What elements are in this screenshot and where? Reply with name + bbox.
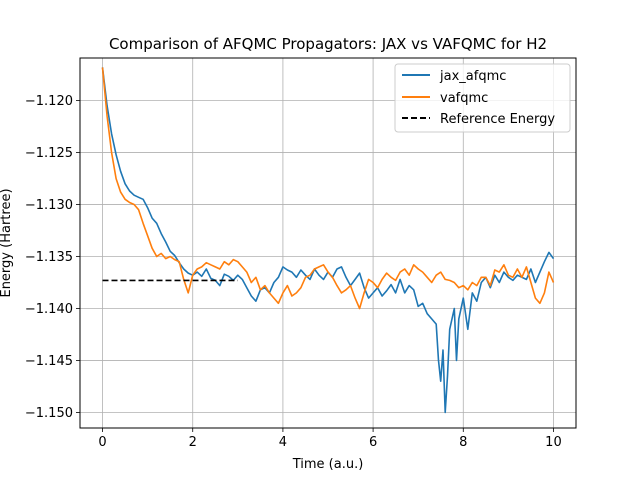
x-tick-label: 10: [545, 435, 562, 450]
y-tick-label: −1.125: [25, 146, 73, 161]
ticks: 0 2 4 6 8 10 −1.120 −1.125 −1.130 −1.135 −1.140 −1.…: [25, 94, 562, 450]
series-layer: [101, 67, 555, 414]
chart-title: Comparison of AFQMC Propagators: JAX vs …: [109, 35, 547, 53]
plot-frame: [79, 57, 577, 429]
legend-label-vafqmc: vafqmc: [440, 91, 488, 106]
x-tick-label: 6: [369, 435, 377, 450]
y-axis-label: Energy (Hartree): [0, 188, 14, 297]
x-axis-label: Time (a.u.): [292, 457, 364, 472]
y-tick-label: −1.145: [25, 354, 73, 369]
legend: jax_afqmc vafqmc Reference Energy: [394, 63, 571, 133]
y-tick-label: −1.150: [25, 406, 73, 421]
x-tick-label: 8: [459, 435, 467, 450]
x-tick-label: 0: [98, 435, 106, 450]
y-tick-label: −1.135: [25, 250, 73, 265]
y-tick-label: −1.130: [25, 198, 73, 213]
series-line-vafqmc: [101, 67, 555, 310]
legend-frame: [394, 63, 571, 133]
legend-label-jax-afqmc: jax_afqmc: [439, 69, 506, 84]
y-tick-label: −1.120: [25, 94, 73, 109]
legend-label-reference-energy: Reference Energy: [440, 112, 555, 127]
x-tick-label: 4: [279, 435, 287, 450]
y-tick-label: −1.140: [25, 302, 73, 317]
x-tick-label: 2: [189, 435, 197, 450]
